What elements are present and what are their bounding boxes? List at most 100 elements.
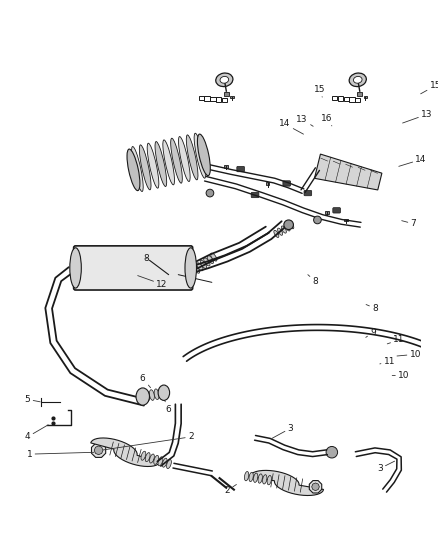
Ellipse shape [70, 248, 81, 288]
Text: 14: 14 [399, 155, 427, 166]
Text: 8: 8 [366, 304, 378, 313]
Ellipse shape [204, 258, 210, 266]
Ellipse shape [198, 134, 210, 176]
Text: 10: 10 [392, 371, 410, 380]
Polygon shape [312, 483, 319, 490]
Ellipse shape [284, 220, 293, 230]
FancyBboxPatch shape [333, 208, 340, 213]
Polygon shape [314, 154, 382, 190]
Ellipse shape [179, 136, 190, 182]
Ellipse shape [326, 447, 338, 458]
Polygon shape [309, 481, 322, 493]
Text: 5: 5 [25, 395, 40, 404]
Text: 6: 6 [163, 397, 172, 414]
Ellipse shape [162, 458, 167, 467]
FancyBboxPatch shape [251, 192, 259, 198]
FancyBboxPatch shape [344, 219, 348, 221]
Ellipse shape [140, 391, 145, 402]
Text: 16: 16 [0, 532, 1, 533]
Ellipse shape [254, 473, 258, 482]
Text: 13: 13 [297, 115, 313, 126]
Text: 13: 13 [403, 110, 433, 123]
FancyBboxPatch shape [224, 92, 229, 96]
Ellipse shape [249, 472, 253, 482]
Text: 1: 1 [27, 450, 94, 459]
Ellipse shape [289, 222, 294, 229]
Ellipse shape [267, 475, 272, 485]
Ellipse shape [353, 76, 362, 83]
FancyBboxPatch shape [364, 96, 367, 99]
Text: 3: 3 [377, 461, 395, 473]
Ellipse shape [145, 453, 150, 462]
Text: 12: 12 [138, 276, 168, 289]
Ellipse shape [127, 149, 140, 191]
Text: 7: 7 [0, 532, 1, 533]
Ellipse shape [164, 387, 169, 398]
Text: 2: 2 [103, 432, 194, 450]
FancyBboxPatch shape [304, 190, 312, 196]
Ellipse shape [163, 140, 174, 185]
Ellipse shape [159, 388, 164, 399]
Ellipse shape [166, 459, 171, 469]
Ellipse shape [349, 73, 366, 86]
FancyBboxPatch shape [145, 257, 154, 263]
Text: 8: 8 [144, 254, 149, 263]
Ellipse shape [220, 76, 229, 83]
Polygon shape [250, 471, 324, 496]
Ellipse shape [149, 454, 154, 463]
Text: 15: 15 [420, 81, 438, 94]
Ellipse shape [154, 455, 159, 464]
Ellipse shape [185, 248, 197, 288]
Ellipse shape [155, 142, 166, 187]
FancyBboxPatch shape [74, 246, 193, 290]
Text: 10: 10 [397, 350, 421, 359]
Ellipse shape [207, 255, 213, 263]
Text: 9: 9 [366, 328, 376, 337]
FancyBboxPatch shape [357, 92, 362, 96]
Ellipse shape [258, 474, 262, 483]
Polygon shape [91, 438, 160, 466]
Text: 7: 7 [402, 219, 416, 228]
FancyBboxPatch shape [230, 96, 234, 99]
Ellipse shape [278, 228, 283, 235]
Polygon shape [92, 443, 106, 457]
Text: 2: 2 [224, 484, 237, 495]
Ellipse shape [147, 143, 159, 188]
FancyBboxPatch shape [224, 165, 228, 167]
FancyBboxPatch shape [237, 166, 244, 172]
Ellipse shape [281, 226, 286, 233]
Ellipse shape [171, 138, 182, 183]
Ellipse shape [136, 388, 149, 405]
Ellipse shape [154, 389, 159, 400]
Text: 6: 6 [140, 374, 151, 387]
Ellipse shape [149, 390, 154, 400]
Ellipse shape [193, 265, 200, 273]
Ellipse shape [197, 263, 203, 271]
Text: 16: 16 [321, 114, 333, 126]
Text: 11: 11 [380, 357, 395, 366]
Ellipse shape [216, 73, 233, 86]
Ellipse shape [211, 253, 217, 261]
FancyBboxPatch shape [265, 182, 269, 185]
Ellipse shape [145, 391, 150, 401]
Ellipse shape [285, 224, 290, 231]
FancyBboxPatch shape [325, 211, 329, 214]
Ellipse shape [158, 385, 170, 400]
Text: 4: 4 [25, 425, 48, 441]
Text: 3: 3 [272, 424, 293, 439]
Ellipse shape [200, 260, 207, 269]
Polygon shape [94, 446, 103, 455]
Ellipse shape [314, 216, 321, 224]
Ellipse shape [274, 230, 279, 238]
Ellipse shape [244, 472, 249, 481]
Text: 15: 15 [314, 85, 325, 97]
Ellipse shape [206, 189, 214, 197]
Ellipse shape [139, 145, 151, 190]
Text: 8: 8 [308, 274, 318, 286]
FancyBboxPatch shape [283, 181, 290, 186]
Ellipse shape [263, 475, 267, 484]
Text: 11: 11 [387, 335, 405, 344]
Text: 14: 14 [279, 119, 304, 134]
Ellipse shape [194, 133, 206, 178]
Ellipse shape [186, 135, 198, 180]
